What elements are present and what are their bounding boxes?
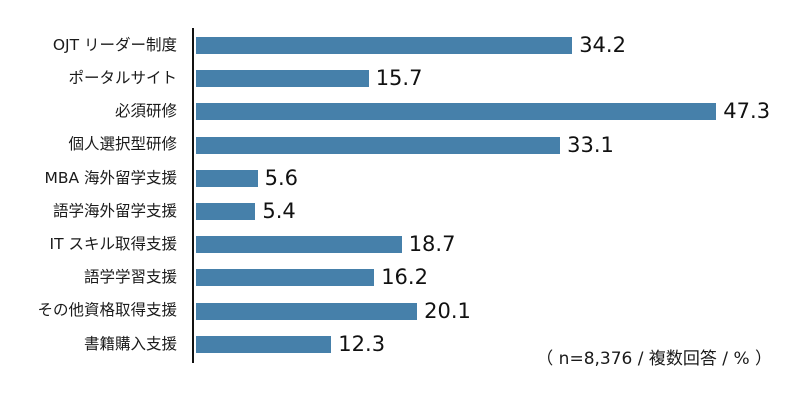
value-label: 33.1 <box>567 132 614 157</box>
y-axis-line <box>192 28 194 363</box>
bar <box>196 37 573 55</box>
bar <box>196 103 717 121</box>
category-label: 必須研修 <box>114 102 177 121</box>
chart-row: 語学学習支援 16.2 <box>0 261 790 294</box>
category-label: 書籍購入支援 <box>83 334 177 353</box>
bar <box>196 335 332 353</box>
chart-row: ポータルサイト 15.7 <box>0 62 790 95</box>
chart-row: その他資格取得支援 20.1 <box>0 295 790 328</box>
chart-rows: OJT リーダー制度 34.2 ポータルサイト 15.7 必須研修 47.3 個… <box>0 29 790 361</box>
bar <box>196 203 256 221</box>
plot-area: 33.1 <box>193 129 790 162</box>
chart-row: 個人選択型研修 33.1 <box>0 129 790 162</box>
plot-area: 34.2 <box>193 29 790 62</box>
chart-row: 書籍購入支援 12.3 <box>0 328 790 361</box>
value-label: 20.1 <box>424 298 471 323</box>
category-label: MBA 海外留学支援 <box>44 168 177 187</box>
plot-area: 15.7 <box>193 62 790 95</box>
chart-row: IT スキル取得支援 18.7 <box>0 228 790 261</box>
bar <box>196 236 402 254</box>
chart-row: 語学海外留学支援 5.4 <box>0 195 790 228</box>
value-label: 18.7 <box>408 232 456 257</box>
chart-row: 必須研修 47.3 <box>0 95 790 128</box>
category-label: 個人選択型研修 <box>68 135 177 154</box>
plot-area: 47.3 <box>193 95 790 128</box>
chart-row: MBA 海外留学支援 5.6 <box>0 162 790 195</box>
value-label: 5.4 <box>262 199 296 224</box>
sample-size-note: （ n=8,376 / 複数回答 / % ） <box>536 349 772 369</box>
plot-area: 20.1 <box>193 295 790 328</box>
plot-area: 18.7 <box>193 228 790 261</box>
bar <box>196 169 258 187</box>
category-label: IT スキル取得支援 <box>49 234 177 253</box>
category-label: ポータルサイト <box>68 69 177 88</box>
chart-row: OJT リーダー制度 34.2 <box>0 29 790 62</box>
bar <box>196 136 561 154</box>
bar <box>196 302 418 320</box>
bar <box>196 70 369 88</box>
value-label: 47.3 <box>723 99 771 124</box>
category-label: 語学学習支援 <box>83 268 177 287</box>
category-label: その他資格取得支援 <box>37 301 177 320</box>
plot-area: 5.4 <box>193 195 790 228</box>
value-label: 15.7 <box>375 66 423 91</box>
plot-area: 16.2 <box>193 261 790 294</box>
plot-area: 5.6 <box>193 162 790 195</box>
value-label: 12.3 <box>338 331 386 356</box>
category-label: 語学海外留学支援 <box>52 201 177 220</box>
bar <box>196 269 375 287</box>
value-label: 34.2 <box>579 33 626 58</box>
value-label: 16.2 <box>381 265 428 290</box>
value-label: 5.6 <box>264 165 298 190</box>
category-label: OJT リーダー制度 <box>52 35 177 54</box>
plot-area: 12.3 <box>193 328 790 361</box>
